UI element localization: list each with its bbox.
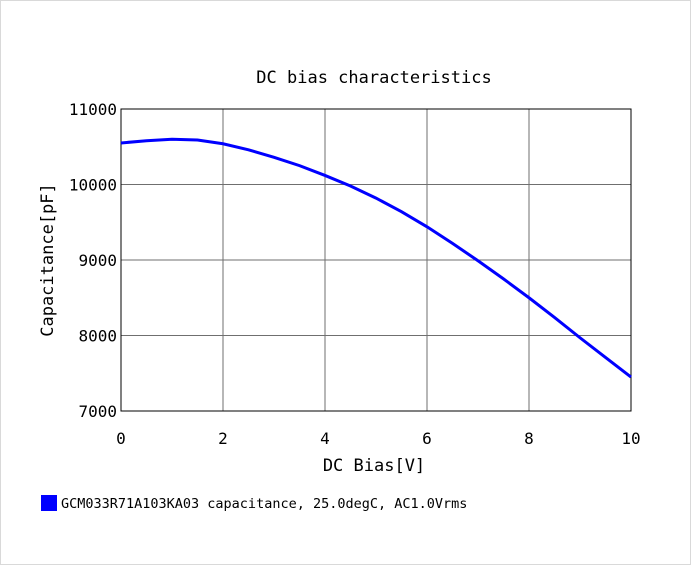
x-tick-label: 2: [218, 429, 228, 448]
y-tick-label: 7000: [78, 402, 117, 421]
y-tick-labels: 7000 8000 9000 10000 11000: [69, 100, 117, 421]
y-axis-label: Capacitance[pF]: [38, 183, 58, 337]
plot-area: [120, 108, 632, 412]
x-tick-label: 0: [116, 429, 126, 448]
x-axis-label: DC Bias[V]: [323, 456, 425, 476]
x-tick-label: 8: [524, 429, 534, 448]
capacitance-curve: [120, 137, 632, 379]
x-tick-label: 6: [422, 429, 432, 448]
x-tick-labels: 0 2 4 6 8 10: [116, 429, 640, 448]
legend-label: GCM033R71A103KA03 capacitance, 25.0degC,…: [61, 496, 467, 512]
x-tick-label: 4: [320, 429, 330, 448]
y-tick-label: 11000: [69, 100, 117, 119]
chart-title: DC bias characteristics: [256, 68, 491, 88]
x-tick-label: 10: [621, 429, 640, 448]
y-tick-label: 9000: [78, 251, 117, 270]
y-tick-label: 8000: [78, 327, 117, 346]
legend-swatch: [41, 495, 57, 511]
grid: [121, 109, 631, 411]
y-tick-label: 10000: [69, 176, 117, 195]
